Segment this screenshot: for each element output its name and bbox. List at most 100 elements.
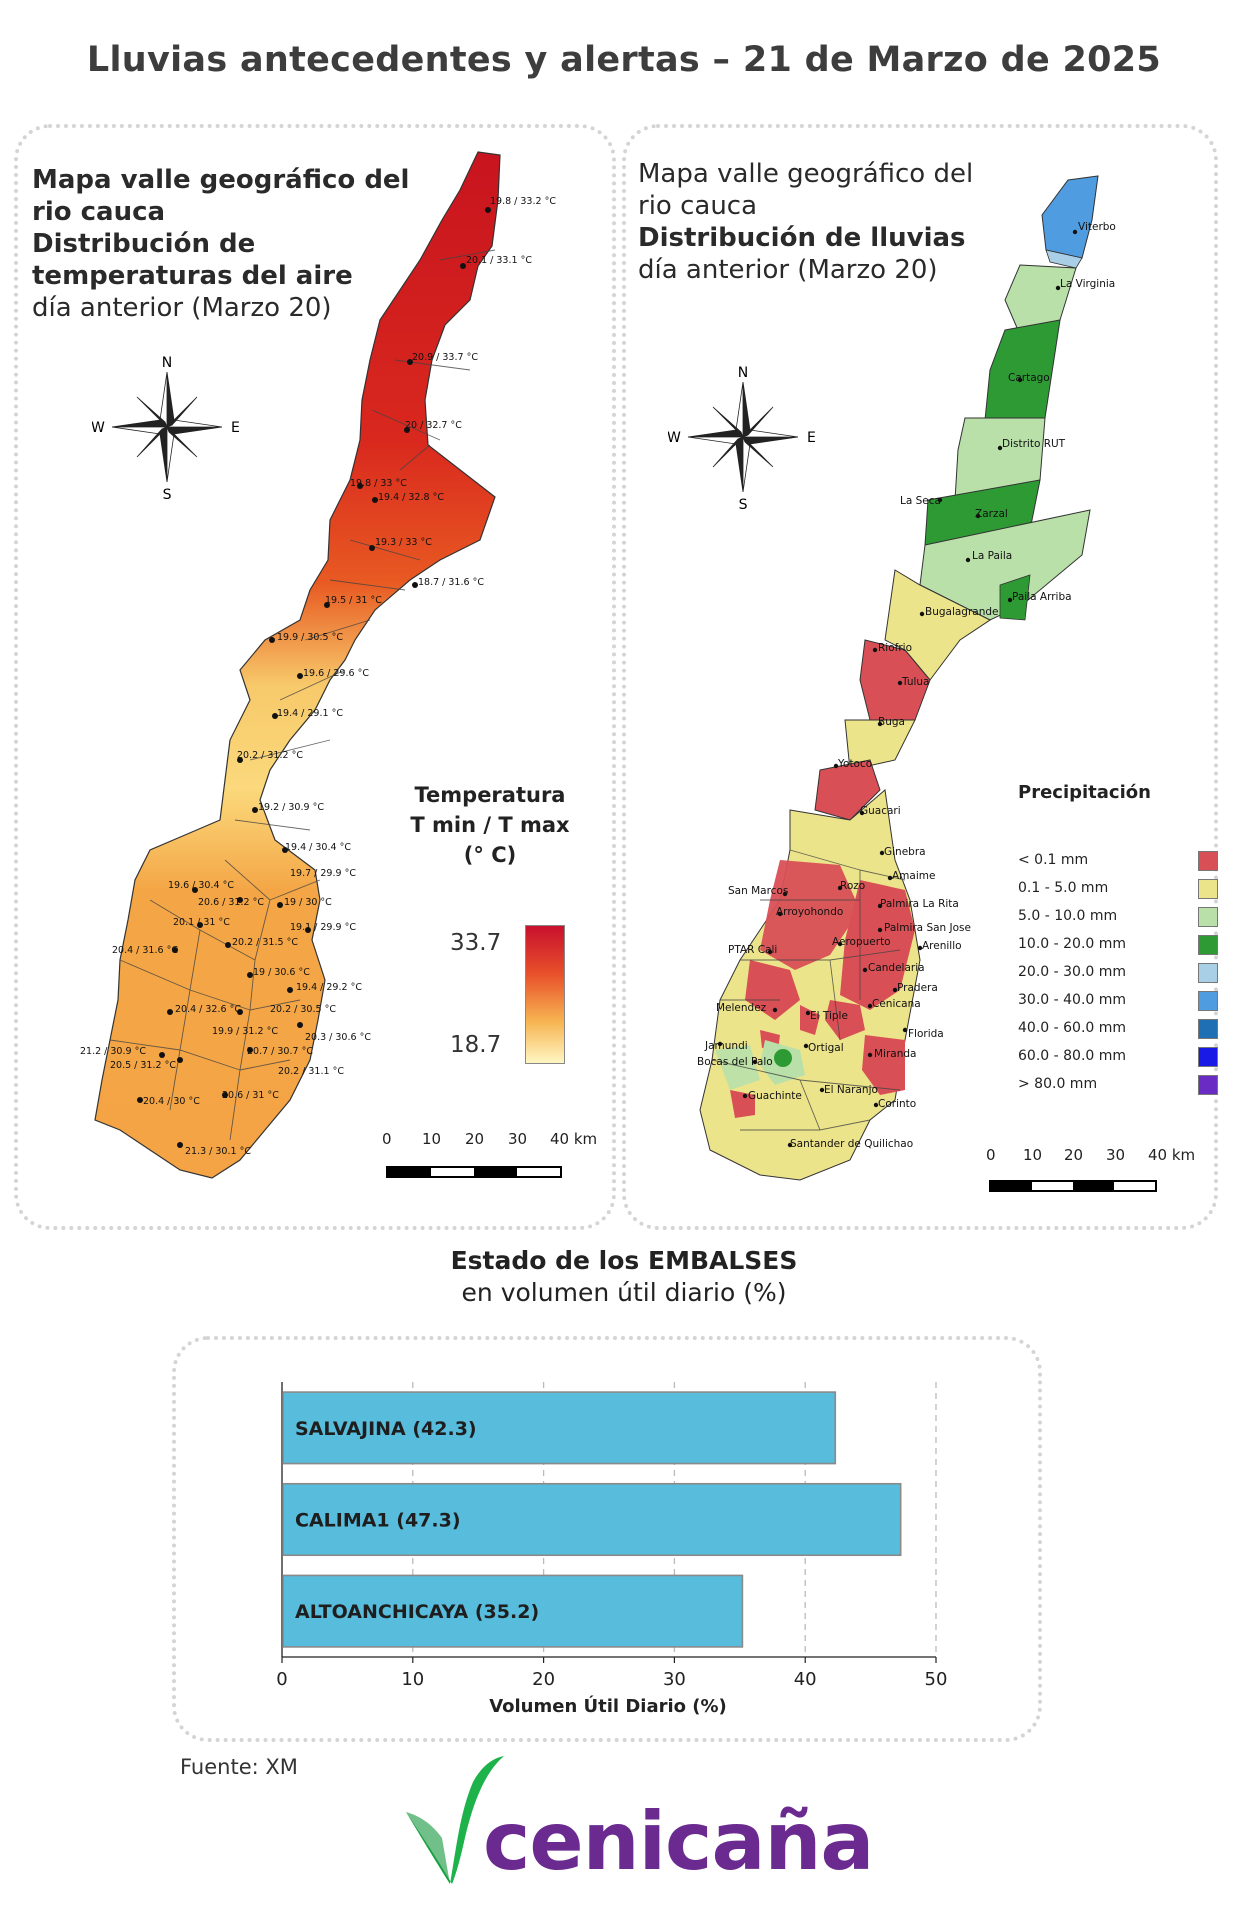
scale-label: 10 (422, 1130, 442, 1148)
temperature-region-shape (94, 151, 501, 1179)
place-label: Florida (908, 1028, 944, 1040)
station-label: 19.4 / 29.2 °C (296, 982, 362, 993)
bar (282, 1482, 902, 1557)
temp-legend-line-2: T min / T max (410, 813, 570, 837)
rain-title-line-2: rio cauca (638, 191, 758, 221)
precipitation-legend-swatch (1198, 1019, 1218, 1039)
station-label: 19.4 / 29.1 °C (277, 708, 343, 719)
place-label: Candelaria (868, 962, 925, 974)
x-tick-label: 10 (401, 1669, 424, 1690)
precipitation-legend-swatch (1198, 963, 1218, 983)
precipitation-legend-item: 60.0 - 80.0 mm (1018, 1047, 1218, 1067)
place-label: La Paila (972, 550, 1013, 562)
place-label: Aeropuerto (832, 936, 891, 948)
temp-title-line-2: rio cauca (32, 197, 166, 227)
precipitation-legend-swatch (1198, 991, 1218, 1011)
precipitation-legend-item: 30.0 - 40.0 mm (1018, 991, 1218, 1011)
station-label: 19 / 30.6 °C (253, 967, 310, 978)
place-label: Viterbo (1078, 221, 1116, 233)
station-label: 19.9 / 30.5 °C (277, 632, 343, 643)
place-label: Distrito RUT (1002, 438, 1066, 450)
place-label: Arroyohondo (776, 906, 844, 918)
precipitation-legend-label: 30.0 - 40.0 mm (1018, 992, 1127, 1008)
station-label: 20 / 32.7 °C (405, 420, 462, 431)
place-label: El Tiple (810, 1010, 848, 1022)
compass-rose-icon: N S E W (92, 355, 240, 502)
bar-label: CALIMA1 (47.3) (295, 1510, 461, 1532)
x-tick-label: 30 (663, 1669, 686, 1690)
station-label: 20.3 / 30.6 °C (305, 1032, 371, 1043)
temp-subtitle: día anterior (Marzo 20) (32, 293, 332, 323)
temp-title-line-4: temperaturas del aire (32, 261, 353, 291)
station-label: 19.6 / 30.4 °C (168, 880, 234, 891)
precipitation-legend-label: 40.0 - 60.0 mm (1018, 1020, 1127, 1036)
precipitation-legend-item: > 80.0 mm (1018, 1075, 1218, 1095)
station-label: 19.7 / 29.9 °C (290, 868, 356, 879)
place-label: Corinto (878, 1098, 917, 1110)
station-label: 19.4 / 30.4 °C (285, 842, 351, 853)
station-label: 19.1 / 29.9 °C (290, 922, 356, 933)
svg-text:S: S (739, 497, 748, 512)
precipitation-legend-item: 0.1 - 5.0 mm (1018, 879, 1218, 899)
station-label: 20.1 / 33.1 °C (466, 255, 532, 266)
place-label: Zarzal (975, 508, 1008, 520)
station-label: 19.3 / 33 °C (375, 537, 432, 548)
precipitation-legend-label: > 80.0 mm (1018, 1076, 1098, 1092)
precipitation-legend-label: 5.0 - 10.0 mm (1018, 908, 1118, 924)
place-label: Guachinte (748, 1090, 802, 1102)
place-label: Santander de Quilichao (790, 1138, 914, 1150)
place-label: Palmira La Rita (880, 898, 959, 910)
cenicana-leaf-icon (406, 1756, 504, 1884)
station-label: 19.8 / 33 °C (350, 478, 407, 489)
station-label: 20.4 / 30 °C (143, 1096, 200, 1107)
svg-text:E: E (231, 420, 240, 436)
station-label: 20.9 / 33.7 °C (412, 352, 478, 363)
precipitation-legend-swatch (1198, 851, 1218, 871)
cenicana-logo-text: cenicaña (483, 1795, 874, 1888)
x-tick-label: 40 (794, 1669, 817, 1690)
place-label: El Naranjo (824, 1084, 878, 1096)
precipitation-legend-label: 10.0 - 20.0 mm (1018, 936, 1127, 952)
place-label: Yotoco (838, 758, 873, 770)
station-label: 20.7 / 30.7 °C (247, 1046, 313, 1057)
place-label: Melendez (716, 1002, 767, 1014)
station-label: 20.1 / 31 °C (173, 917, 230, 928)
precipitation-legend-item: < 0.1 mm (1018, 851, 1218, 871)
scale-label: 40 km (1148, 1146, 1196, 1164)
place-label: Buga (878, 716, 905, 728)
scale-label: 0 (986, 1146, 996, 1164)
place-label: PTAR Cali (728, 944, 778, 956)
place-label: Amaime (892, 870, 936, 882)
svg-text:S: S (163, 487, 172, 502)
scale-bar (989, 1180, 1157, 1192)
station-label: 20.4 / 32.6 °C (175, 1004, 241, 1015)
precipitation-legend-swatch (1198, 1075, 1218, 1095)
page-title: Lluvias antecedentes y alertas – 21 de M… (86, 40, 1162, 80)
station-label: 20.6 / 31 °C (222, 1090, 279, 1101)
station-label: 20.6 / 31.2 °C (198, 897, 264, 908)
station-label: 20.4 / 31.6 °C (112, 945, 178, 956)
station-label: 19.8 / 33.2 °C (490, 196, 556, 207)
place-label: Arenillo (922, 940, 962, 952)
temperature-gradient-bar (525, 925, 565, 1064)
place-label: Cenicana (872, 998, 921, 1010)
place-label: Cartago (1008, 372, 1050, 384)
temperature-map-panel (14, 124, 616, 1230)
place-label: La Virginia (1060, 278, 1116, 290)
svg-text:W: W (668, 430, 681, 446)
precipitation-legend-label: 20.0 - 30.0 mm (1018, 964, 1127, 980)
source-note: Fuente: XM (180, 1755, 298, 1779)
scale-label: 30 (508, 1130, 528, 1148)
svg-text:W: W (92, 420, 105, 436)
svg-text:E: E (807, 430, 816, 446)
rain-map-title: Mapa valle geográfico del rio cauca Dist… (638, 158, 1018, 286)
station-label: 20.2 / 31.5 °C (232, 937, 298, 948)
precipitation-legend-item: 40.0 - 60.0 mm (1018, 1019, 1218, 1039)
precipitation-legend-item: 10.0 - 20.0 mm (1018, 935, 1218, 955)
station-label: 19.4 / 32.8 °C (378, 492, 444, 503)
place-label: Ginebra (884, 846, 926, 858)
x-tick-label: 20 (532, 1669, 555, 1690)
x-axis-label: Volumen Útil Diario (%) (489, 1695, 727, 1717)
precipitation-legend-title: Precipitación (1018, 782, 1151, 803)
station-label: 21.2 / 30.9 °C (80, 1046, 146, 1057)
